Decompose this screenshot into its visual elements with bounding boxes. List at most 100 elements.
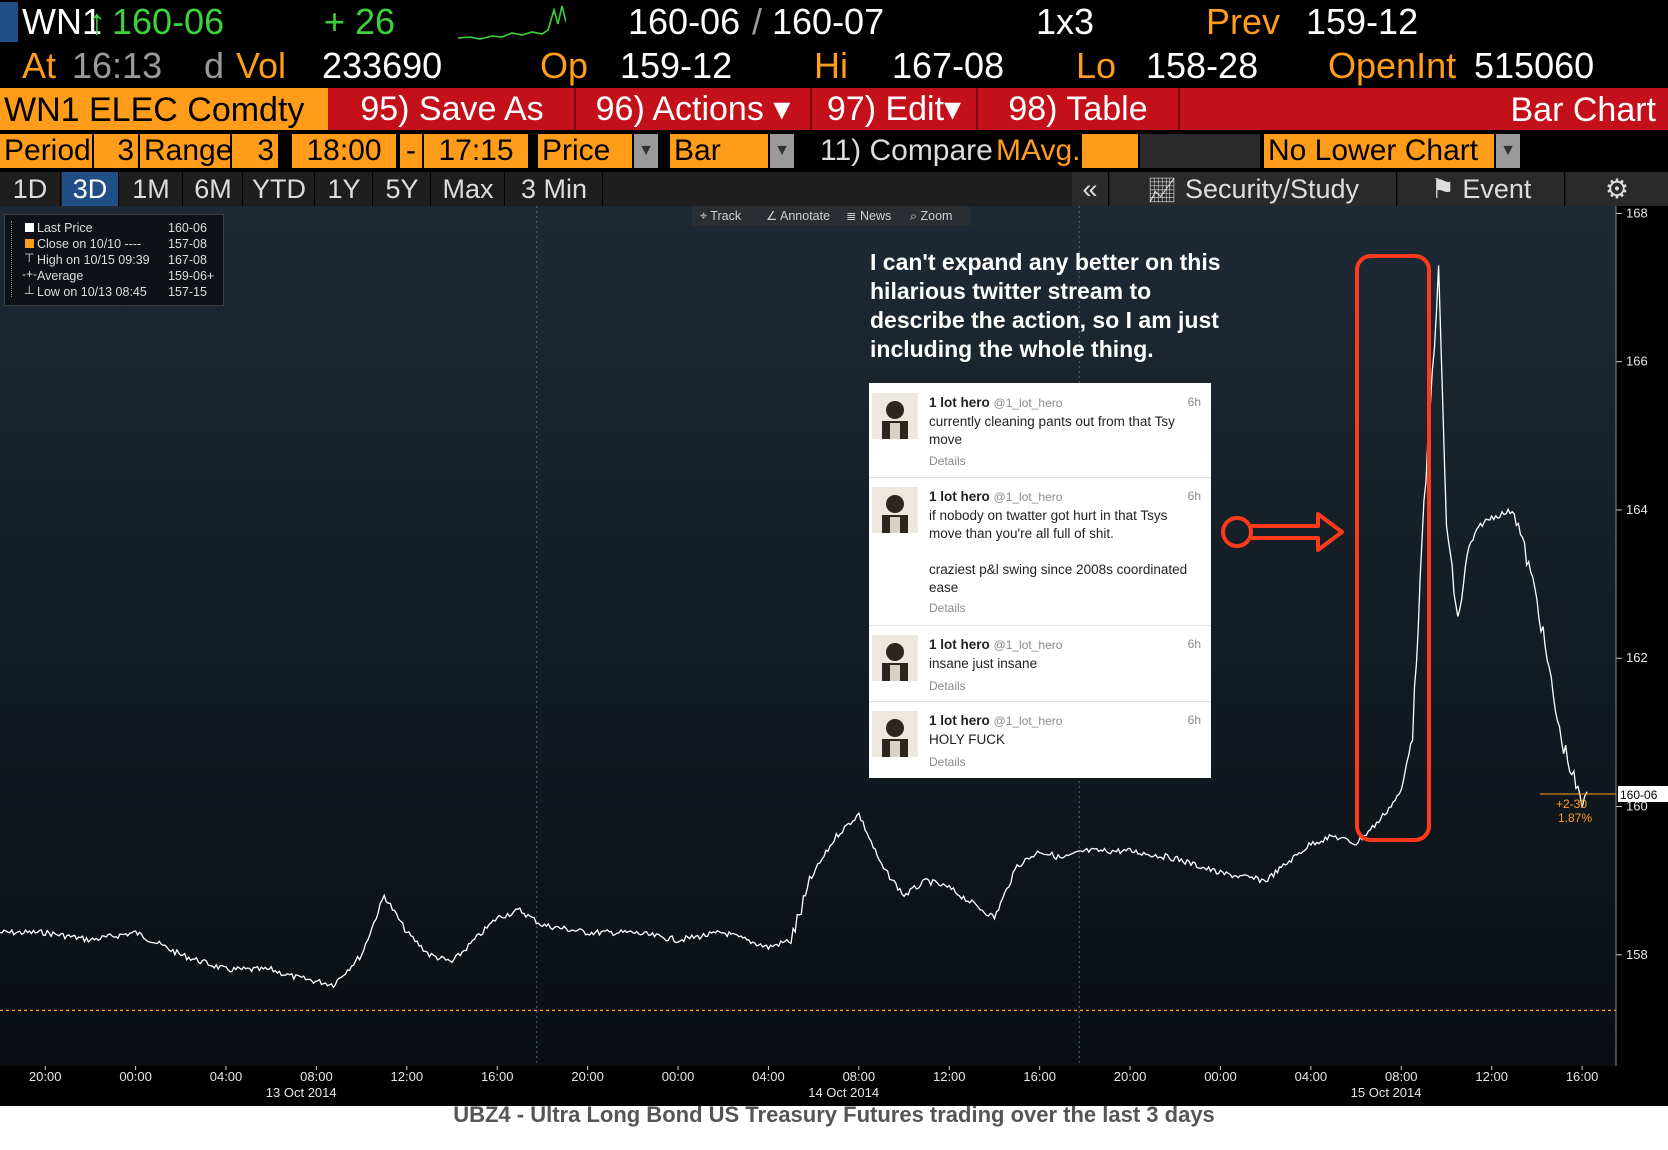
sparkline-icon xyxy=(457,5,566,40)
tab-6m[interactable]: 6M xyxy=(184,172,243,206)
chart-type-title: Bar Chart xyxy=(1510,91,1657,129)
event-button[interactable]: ⚑ Event xyxy=(1398,172,1565,206)
x-tick-label: 12:00 xyxy=(933,1069,966,1084)
bid-ask-size: 1x3 xyxy=(1036,1,1095,42)
ticker[interactable]: WN1 xyxy=(22,1,102,42)
tweet-author: 1 lot hero @1_lot_hero xyxy=(929,637,1062,652)
tab-max[interactable]: Max xyxy=(432,172,505,206)
tweet-handle[interactable]: @1_lot_hero xyxy=(993,714,1063,728)
zoom-label: Zoom xyxy=(920,209,953,223)
tweet-text: HOLY FUCK xyxy=(929,732,1006,747)
tweet-1[interactable]: 1 lot hero @1_lot_hero 6h currently clea… xyxy=(869,383,1211,478)
y-tick-label: 168 xyxy=(1626,206,1648,220)
tweet-handle[interactable]: @1_lot_hero xyxy=(993,396,1063,410)
twitter-stream: 1 lot hero @1_lot_hero 6h currently clea… xyxy=(869,383,1211,778)
style-select[interactable]: Bar xyxy=(670,134,768,168)
open-label: Op xyxy=(540,45,589,86)
tweet-time: 6h xyxy=(1187,637,1201,651)
tab-1m[interactable]: 1M xyxy=(120,172,183,206)
tab-3d[interactable]: 3D xyxy=(62,172,119,206)
tweet-details-link[interactable]: Details xyxy=(929,601,966,615)
tweet-author-name: 1 lot hero xyxy=(929,713,990,728)
tab-1y[interactable]: 1Y xyxy=(316,172,373,206)
y-tick-label: 164 xyxy=(1626,502,1648,517)
range-input[interactable]: 3 xyxy=(232,134,278,168)
compare-button[interactable]: 11) Compare xyxy=(820,134,993,167)
tab-5y[interactable]: 5Y xyxy=(374,172,431,206)
plot-background xyxy=(0,206,1616,1066)
gear-icon[interactable]: ⚙ xyxy=(1566,172,1668,206)
collapse-panel-button[interactable]: « xyxy=(1072,172,1109,206)
field-select[interactable]: Price xyxy=(538,134,632,168)
range-dash: - xyxy=(400,134,422,168)
annotate-button[interactable]: ∠ Annotate xyxy=(766,206,830,226)
mavg-label[interactable]: MAvg. xyxy=(996,134,1081,167)
change-tag: +2-30 xyxy=(1556,797,1587,811)
high-value: 167-08 xyxy=(892,45,1005,86)
at-label: At xyxy=(22,45,57,86)
tweet-handle[interactable]: @1_lot_hero xyxy=(993,490,1063,504)
field-dropdown-icon[interactable]: ▼ xyxy=(634,134,658,168)
tab-1d[interactable]: 1D xyxy=(0,172,61,206)
last-price-tag-text: 160-06 xyxy=(1620,788,1658,802)
edit-menu-button[interactable]: 97) Edit▾ xyxy=(812,88,978,130)
table-button[interactable]: 98) Table xyxy=(978,88,1180,130)
style-dropdown-icon[interactable]: ▼ xyxy=(770,134,794,168)
tweet-3[interactable]: 1 lot hero @1_lot_hero 6h insane just in… xyxy=(869,625,1211,702)
last-price-tag xyxy=(1618,786,1668,802)
x-tick-label: 12:00 xyxy=(391,1069,424,1084)
y-axis-panel xyxy=(1616,206,1668,1066)
chart-legend[interactable]: ⊤ -+- ⊥ Last Price 160-06 Close on 10/10… xyxy=(4,214,224,306)
pct-change-tag: 1.87% xyxy=(1558,811,1592,825)
tweet-text: insane just insane xyxy=(929,656,1038,671)
security-study-button[interactable]: 📈︎ Security/Study xyxy=(1110,172,1397,206)
lower-chart-select[interactable]: No Lower Chart xyxy=(1264,134,1494,168)
end-time-input[interactable]: 17:15 xyxy=(424,134,528,168)
open-value: 159-12 xyxy=(620,45,733,86)
track-button[interactable]: ⌖ Track xyxy=(700,206,741,226)
news-button[interactable]: ≣ News xyxy=(846,206,891,226)
tweet-details-link[interactable]: Details xyxy=(929,454,966,468)
tweet-details-link[interactable]: Details xyxy=(929,679,966,693)
high-label: Hi xyxy=(814,45,848,86)
close-swatch xyxy=(25,239,34,248)
tweet-handle[interactable]: @1_lot_hero xyxy=(993,638,1063,652)
x-tick-label: 20:00 xyxy=(571,1069,604,1084)
x-tick-label: 08:00 xyxy=(843,1069,876,1084)
frequency-select[interactable]: 3 Min ▼ xyxy=(506,172,603,238)
ticker-marker xyxy=(0,2,18,42)
x-tick-label: 00:00 xyxy=(119,1069,152,1084)
tweet-details-link[interactable]: Details xyxy=(929,755,966,769)
security-field[interactable]: WN1 ELEC Comdty xyxy=(0,88,328,130)
news-label: News xyxy=(859,209,892,223)
zoom-button[interactable]: ⌕ Zoom xyxy=(910,206,952,226)
tweet-text: currently cleaning pants out from that T… xyxy=(929,414,1175,447)
x-tick-label: 04:00 xyxy=(1295,1069,1328,1084)
lower-chart-dropdown-icon[interactable]: ▼ xyxy=(1496,134,1520,168)
low-label: Lo xyxy=(1076,45,1117,86)
tweet-author-name: 1 lot hero xyxy=(929,489,990,504)
tweet-2[interactable]: 1 lot hero @1_lot_hero 6h if nobody on t… xyxy=(869,477,1211,626)
actions-menu-button[interactable]: 96) Actions ▾ xyxy=(576,88,812,130)
net-change: + 26 xyxy=(324,1,396,42)
event-label: Event xyxy=(1462,174,1532,204)
low-marker-icon: ⊥ xyxy=(24,283,35,297)
start-time-input[interactable]: 18:00 xyxy=(292,134,396,168)
chart-toolbar: ⌖ Track ∠ Annotate ≣ News ⌕ Zoom xyxy=(692,206,970,226)
x-tick-label: 20:00 xyxy=(1114,1069,1147,1084)
period-input[interactable]: 3 xyxy=(94,134,138,168)
bloomberg-terminal-window: WN1 ↑ 160-06 + 26 160-06 / 160-07 1x3 Pr… xyxy=(0,0,1668,1106)
mavg-input[interactable] xyxy=(1082,134,1138,168)
avatar xyxy=(872,393,918,439)
d-label: d xyxy=(204,45,225,86)
tab-ytd[interactable]: YTD xyxy=(244,172,315,206)
tweet-4[interactable]: 1 lot hero @1_lot_hero 6h HOLY FUCK Deta… xyxy=(869,701,1211,778)
mavg-blank-field[interactable] xyxy=(1140,134,1260,168)
y-tick-label: 158 xyxy=(1626,947,1648,962)
legend-value-last: 160-06 xyxy=(168,221,207,235)
save-as-button[interactable]: 95) Save As xyxy=(330,88,576,130)
legend-label-average: Average xyxy=(37,269,84,283)
avatar xyxy=(872,711,918,757)
annotation-text: I can't expand any better on this hilari… xyxy=(870,249,1221,362)
